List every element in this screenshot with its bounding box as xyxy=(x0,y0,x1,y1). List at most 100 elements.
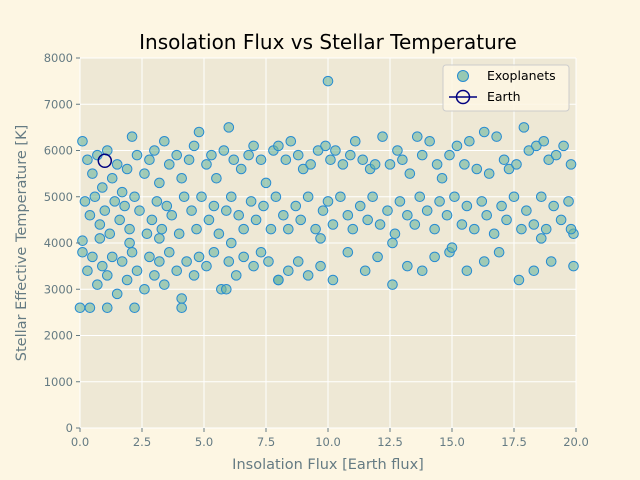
y-tick-label: 8000 xyxy=(44,51,73,65)
exoplanet-point xyxy=(176,293,187,304)
exoplanet-point xyxy=(372,251,383,263)
exoplanet-point xyxy=(119,200,130,212)
y-tick-label: 1000 xyxy=(44,375,73,389)
exoplanet-point xyxy=(349,135,361,147)
exoplanet-point xyxy=(178,191,190,203)
exoplanet-point xyxy=(94,233,106,244)
exoplanet-point xyxy=(421,205,433,216)
y-tick-label: 5000 xyxy=(44,190,73,204)
exoplanet-point xyxy=(248,260,259,272)
exoplanet-point xyxy=(449,191,460,203)
exoplanet-point xyxy=(154,256,165,267)
exoplanet-point xyxy=(173,228,185,240)
x-tick-label: 20.0 xyxy=(563,435,589,449)
exoplanet-point xyxy=(131,149,143,161)
exoplanet-point xyxy=(404,168,416,179)
exoplanet-point xyxy=(387,237,398,249)
exoplanet-point xyxy=(538,135,550,147)
exoplanet-point xyxy=(503,163,515,175)
exoplanet-point xyxy=(228,154,240,166)
exoplanet-point xyxy=(221,283,232,295)
exoplanet-point xyxy=(444,149,455,161)
exoplanet-point xyxy=(397,154,408,166)
exoplanet-point xyxy=(295,214,307,226)
exoplanet-point xyxy=(124,237,135,249)
exoplanet-point xyxy=(359,265,371,277)
x-axis-label: Insolation Flux [Earth flux] xyxy=(232,457,424,473)
exoplanet-point xyxy=(77,235,88,246)
exoplanet-point xyxy=(456,219,468,230)
exoplanet-point xyxy=(109,196,121,207)
chart-title: Insolation Flux vs Stellar Temperature xyxy=(139,30,517,54)
exoplanet-point xyxy=(97,260,108,272)
exoplanet-point xyxy=(121,163,133,175)
exoplanet-point xyxy=(416,265,428,277)
exoplanet-point xyxy=(501,214,512,226)
exoplanet-point xyxy=(230,270,242,281)
exoplanet-point xyxy=(488,228,500,240)
exoplanet-point xyxy=(116,186,128,198)
exoplanet-point xyxy=(342,246,354,258)
exoplanet-point xyxy=(89,191,101,203)
exoplanet-point xyxy=(464,135,475,147)
exoplanet-point xyxy=(431,159,443,170)
exoplanet-point xyxy=(84,209,96,221)
exoplanet-point xyxy=(535,233,547,244)
exoplanet-point xyxy=(278,209,289,221)
exoplanet-point xyxy=(312,145,324,156)
exoplanet-point xyxy=(97,182,108,193)
exoplanet-point xyxy=(429,251,440,263)
exoplanet-point xyxy=(270,191,282,203)
exoplanet-point xyxy=(315,233,326,244)
exoplanet-point xyxy=(188,270,200,281)
exoplanet-point xyxy=(317,205,329,216)
exoplanet-point xyxy=(156,223,168,235)
exoplanet-point xyxy=(87,251,98,263)
exoplanet-point xyxy=(302,191,314,203)
exoplanet-point xyxy=(545,256,557,267)
exoplanet-point xyxy=(77,246,88,258)
exoplanet-point xyxy=(565,223,577,235)
exoplanet-point xyxy=(528,219,540,230)
exoplanet-point xyxy=(111,159,123,170)
exoplanet-point xyxy=(166,209,178,221)
exoplanet-point xyxy=(161,200,173,212)
exoplanet-point xyxy=(154,233,165,244)
exoplanet-point xyxy=(322,75,334,87)
exoplanet-point xyxy=(233,209,245,221)
exoplanet-point xyxy=(285,135,297,147)
exoplanet-point xyxy=(280,154,292,166)
exoplanet-point xyxy=(498,154,510,166)
exoplanet-point xyxy=(196,191,207,203)
exoplanet-point xyxy=(193,251,205,263)
exoplanet-point xyxy=(223,256,235,267)
exoplanet-point xyxy=(382,205,393,216)
exoplanet-point xyxy=(389,228,401,240)
exoplanet-point xyxy=(481,209,493,221)
exoplanet-point xyxy=(441,209,453,221)
exoplanet-point xyxy=(201,260,212,272)
exoplanet-point xyxy=(149,145,160,156)
exoplanet-point xyxy=(82,154,93,166)
exoplanet-point xyxy=(555,214,567,226)
y-axis-ticks: 0 1000 2000 3000 4000 5000 6000 7000 8000 xyxy=(44,51,80,435)
exoplanet-point xyxy=(92,279,103,290)
exoplanet-point xyxy=(250,214,262,226)
exoplanet-point xyxy=(223,122,235,133)
exoplanet-point xyxy=(461,200,473,212)
exoplanet-point xyxy=(208,246,220,258)
exoplanet-point xyxy=(469,223,480,235)
exoplanet-point xyxy=(82,265,93,277)
exoplanet-point xyxy=(374,219,386,230)
exoplanet-point xyxy=(124,223,135,235)
exoplanet-point xyxy=(513,274,525,286)
exoplanet-point xyxy=(493,246,505,258)
y-tick-label: 0 xyxy=(66,421,73,435)
exoplanet-point xyxy=(392,145,403,156)
exoplanet-point xyxy=(203,214,215,226)
exoplanet-point xyxy=(523,145,535,156)
exoplanet-point xyxy=(496,200,507,212)
exoplanet-point xyxy=(245,196,257,207)
exoplanet-point xyxy=(163,159,175,170)
exoplanet-point xyxy=(134,205,145,216)
